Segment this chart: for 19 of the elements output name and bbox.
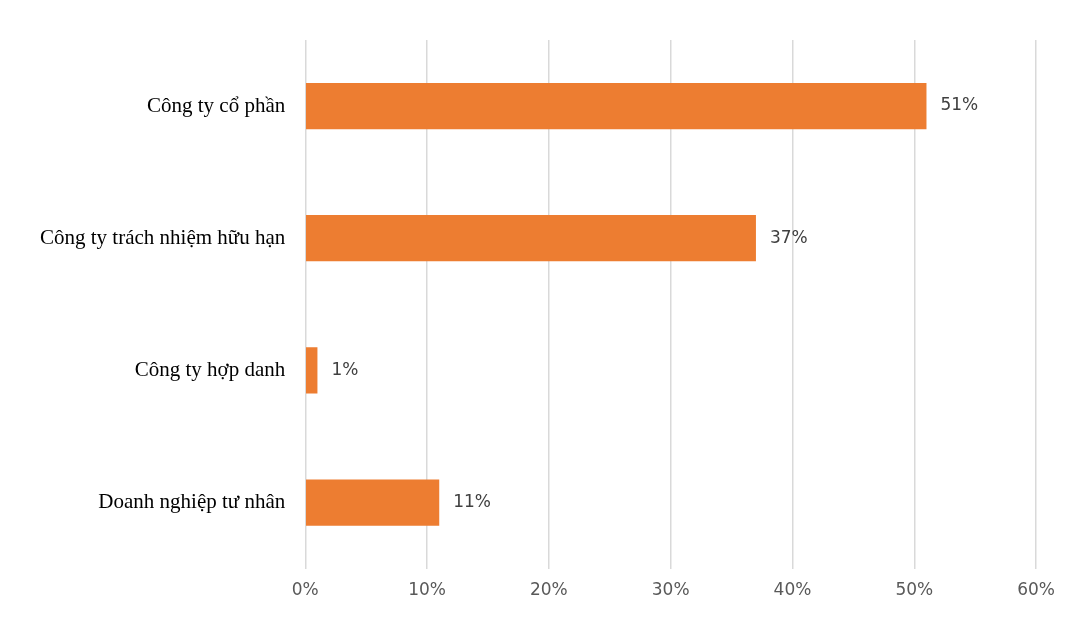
y-tick-label: Công ty cổ phần xyxy=(147,92,286,117)
bar xyxy=(306,215,756,262)
x-tick-label: 30% xyxy=(651,579,690,600)
bar xyxy=(306,82,927,130)
data-label: 1% xyxy=(331,358,359,379)
x-tick-label: 50% xyxy=(895,579,934,600)
data-label: 37% xyxy=(769,226,808,247)
y-tick-label: Doanh nghiệp tư nhân xyxy=(98,489,286,514)
bar xyxy=(306,479,440,526)
x-tick-label: 20% xyxy=(529,579,568,600)
y-tick-label: Công ty hợp danh xyxy=(134,356,286,381)
x-tick-label: 40% xyxy=(773,579,812,600)
x-tick-label: 10% xyxy=(408,579,446,600)
x-tick-label: 0% xyxy=(291,579,319,600)
data-label: 51% xyxy=(940,94,979,115)
y-tick-label: Công ty trách nhiệm hữu hạn xyxy=(39,224,286,249)
bar xyxy=(306,347,318,394)
x-tick-label: 60% xyxy=(1017,579,1056,600)
data-label: 11% xyxy=(453,490,492,511)
